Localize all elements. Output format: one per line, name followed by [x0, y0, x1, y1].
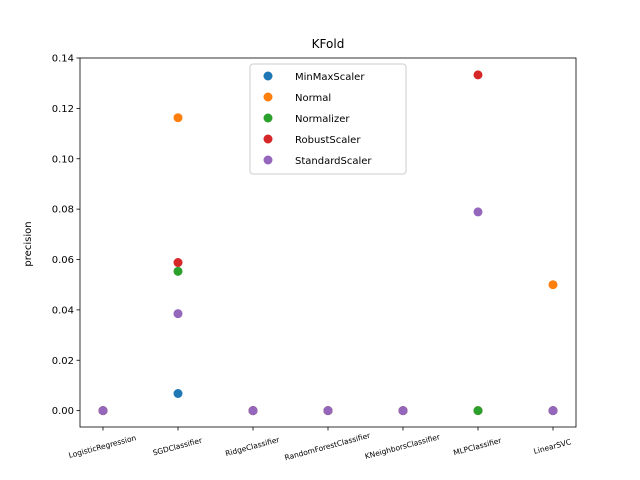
y-tick-label: 0.04 [52, 305, 74, 316]
x-tick-label: LinearSVC [533, 437, 572, 456]
legend-marker [263, 134, 273, 144]
y-tick-label: 0.00 [52, 406, 74, 417]
x-tick-label: SGDClassifier [152, 435, 204, 457]
legend-label: RobustScaler [295, 135, 361, 146]
x-tick-label: RandomForestClassifier [284, 431, 373, 463]
data-point [248, 406, 258, 416]
data-point [173, 266, 183, 276]
x-tick-label: KNeighborsClassifier [364, 432, 442, 461]
legend-marker [263, 92, 273, 102]
data-point [98, 406, 108, 416]
x-tick-label: LogisticRegression [68, 433, 138, 460]
data-point [398, 406, 408, 416]
x-tick-label: MLPClassifier [452, 436, 503, 458]
data-point [323, 406, 333, 416]
y-tick-label: 0.08 [52, 205, 74, 216]
legend-label: StandardScaler [295, 156, 372, 167]
y-tick-label: 0.02 [52, 356, 74, 367]
data-point [173, 113, 183, 123]
data-point [473, 207, 483, 217]
y-axis-label: precision [23, 221, 34, 266]
data-point [473, 70, 483, 80]
data-point [173, 309, 183, 319]
y-tick-label: 0.10 [52, 154, 74, 165]
x-tick-label: RidgeClassifier [224, 435, 281, 458]
y-tick-label: 0.14 [52, 54, 74, 65]
legend-marker [263, 155, 273, 165]
y-tick-label: 0.12 [52, 104, 74, 115]
legend-frame [249, 63, 407, 175]
data-point [473, 406, 483, 416]
data-point [173, 389, 183, 399]
legend-marker [263, 113, 273, 123]
data-point [548, 280, 558, 290]
data-point [548, 406, 558, 416]
y-axis: 0.00 0.02 0.04 0.06 0.08 0.10 0.12 0.14 [52, 54, 80, 417]
legend-marker [263, 71, 273, 81]
legend-label: Normal [295, 93, 331, 104]
data-point [173, 258, 183, 268]
x-axis: LogisticRegression SGDClassifier RidgeClas… [68, 427, 572, 462]
chart-title: KFold [312, 37, 345, 51]
legend-label: Normalizer [295, 114, 350, 125]
data-points [98, 70, 558, 416]
legend: MinMaxScaler Normal Normalizer RobustScaler… [249, 63, 407, 175]
y-tick-label: 0.06 [52, 255, 74, 266]
legend-label: MinMaxScaler [295, 72, 365, 83]
